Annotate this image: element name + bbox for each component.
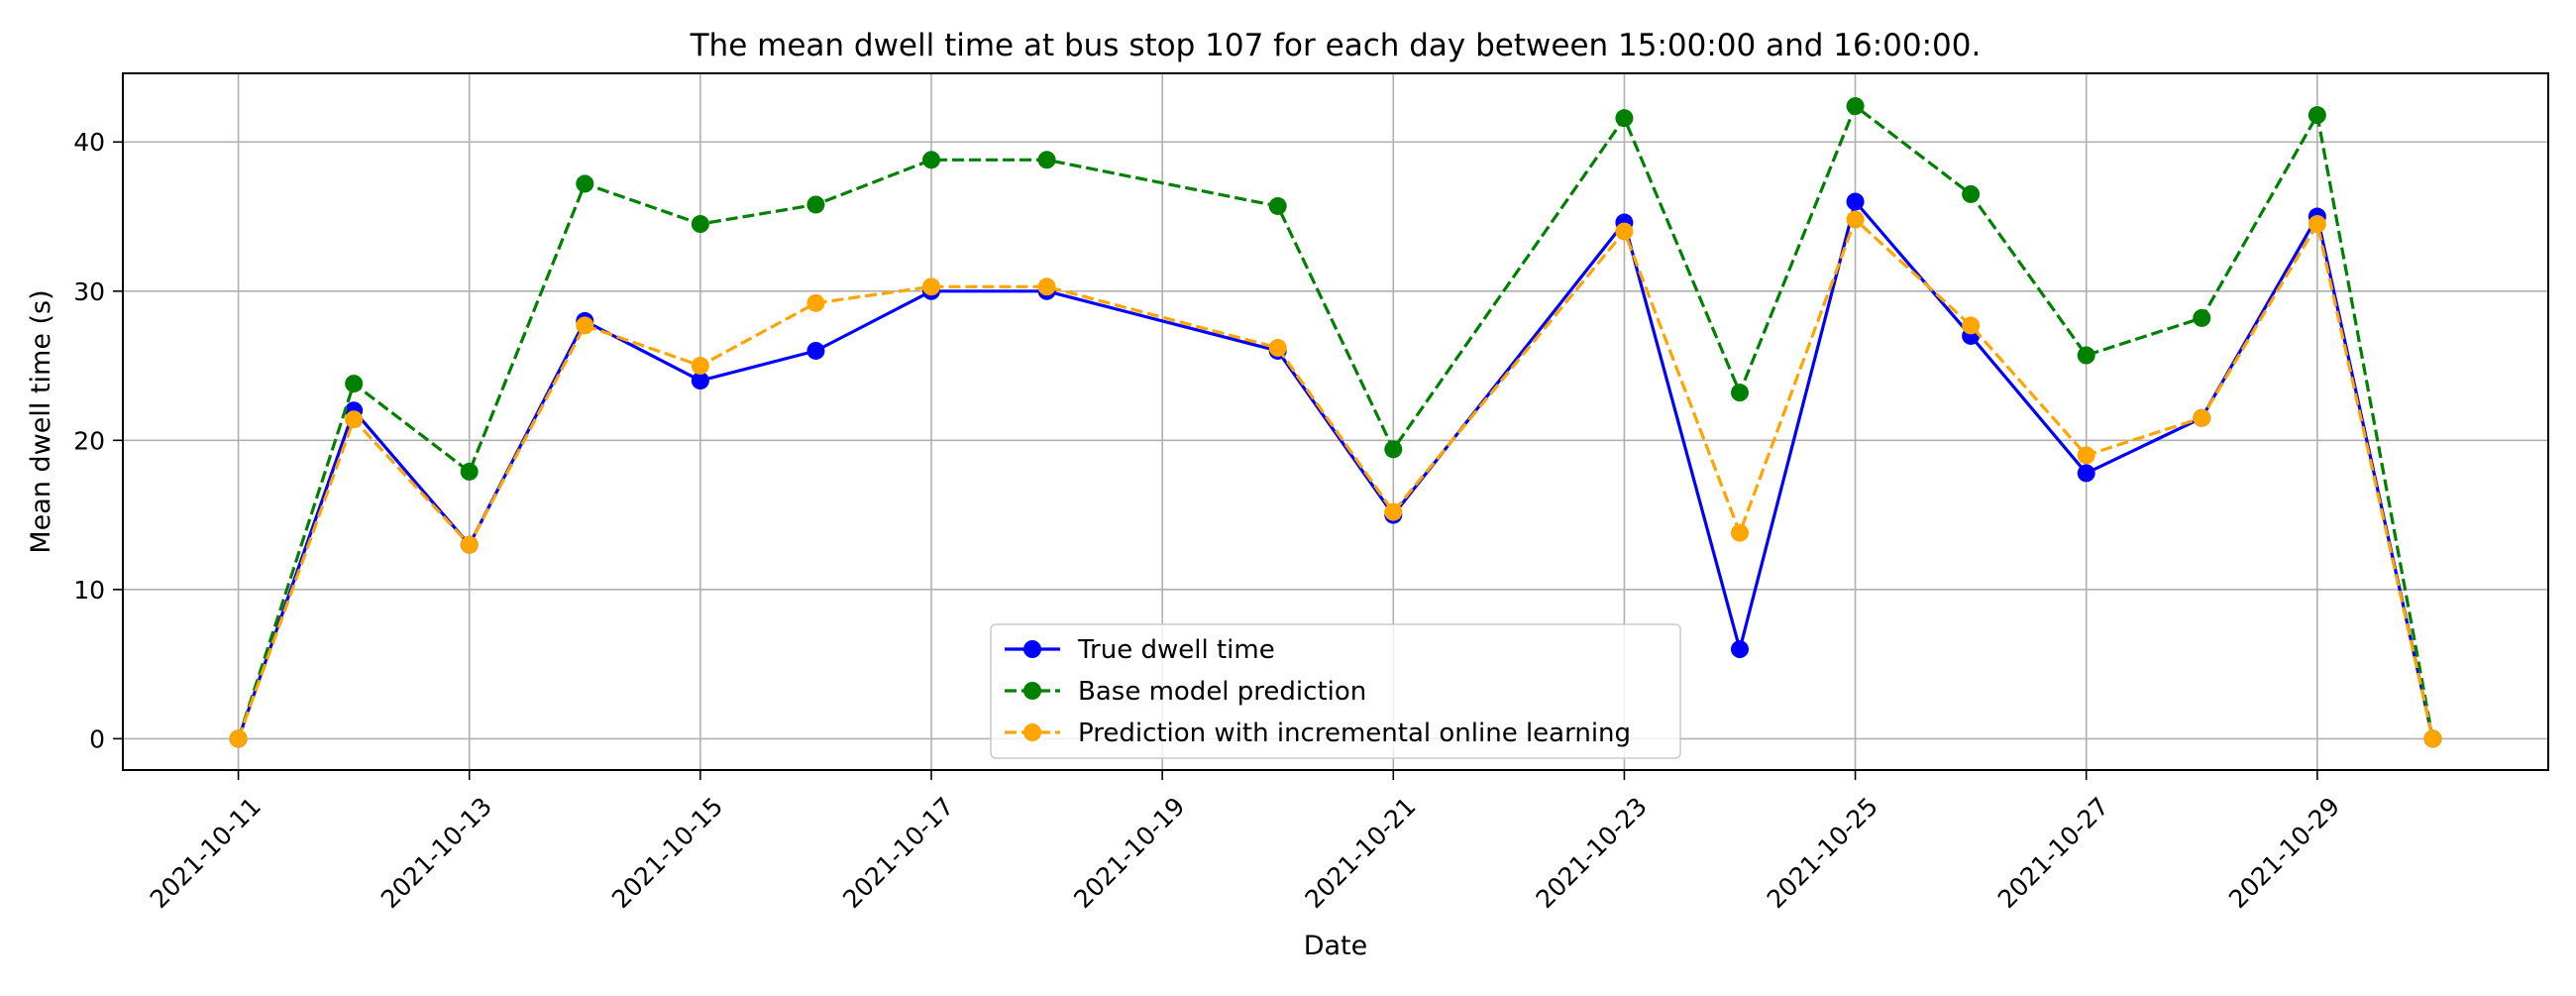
data-point [460, 535, 479, 554]
data-point [1037, 277, 1056, 296]
series-3 [229, 210, 2442, 748]
data-point [576, 174, 594, 193]
legend-marker [1023, 723, 1041, 741]
data-point [2308, 106, 2326, 125]
data-point [2077, 446, 2095, 465]
data-point [345, 375, 364, 393]
y-tick-label: 20 [73, 426, 105, 455]
data-point [1268, 196, 1287, 215]
grid [123, 73, 2548, 770]
data-point [806, 195, 825, 214]
data-point [1268, 338, 1287, 357]
data-point [2077, 346, 2095, 365]
y-tick-label: 30 [73, 277, 105, 306]
data-point [1731, 640, 1749, 659]
data-point [922, 151, 940, 169]
legend-marker [1023, 682, 1041, 700]
legend-label: True dwell time [1077, 635, 1275, 665]
y-tick-label: 10 [73, 576, 105, 605]
legend-item: Base model prediction [1005, 677, 1366, 707]
data-point [1615, 109, 1634, 128]
legend-marker [1023, 640, 1041, 658]
data-point [1962, 316, 1981, 335]
series-line [237, 199, 2434, 739]
data-point [806, 341, 825, 360]
legend-label: Prediction with incremental online learn… [1078, 719, 1631, 748]
data-point [1962, 184, 1981, 203]
series-line [237, 217, 2434, 739]
data-point [2193, 308, 2211, 327]
x-axis-label: Date [1304, 931, 1368, 961]
data-point [691, 357, 709, 376]
series-line [237, 104, 2434, 739]
data-point [1037, 151, 1056, 169]
data-point [576, 316, 594, 335]
legend-label: Base model prediction [1078, 677, 1366, 707]
data-point [1384, 440, 1403, 459]
data-point [229, 729, 248, 748]
data-point [1615, 222, 1634, 241]
data-point [691, 215, 709, 234]
data-point [922, 277, 940, 296]
data-point [1846, 97, 1865, 116]
legend-item: Prediction with incremental online learn… [1005, 719, 1631, 748]
data-point [1846, 210, 1865, 229]
data-point [1731, 523, 1749, 542]
data-point [2423, 729, 2442, 748]
data-point [806, 293, 825, 312]
chart-title: The mean dwell time at bus stop 107 for … [690, 28, 1982, 63]
data-point [691, 372, 709, 390]
legend-box [990, 623, 1681, 759]
plot-frame [122, 72, 2549, 771]
data-point [1731, 384, 1749, 402]
data-point [1846, 192, 1865, 211]
data-point [2077, 464, 2095, 483]
y-axis-label: Mean dwell time (s) [26, 289, 56, 553]
data-point [345, 410, 364, 429]
y-tick-label: 0 [89, 724, 105, 753]
data-point [460, 462, 479, 481]
legend-item: True dwell time [1005, 635, 1275, 665]
data-point [2193, 408, 2211, 427]
legend: True dwell time Base model prediction Pred… [990, 623, 1681, 759]
y-tick-label: 40 [73, 128, 105, 157]
data-point [1384, 502, 1403, 521]
series-group [229, 97, 2442, 748]
data-point [2308, 215, 2326, 234]
